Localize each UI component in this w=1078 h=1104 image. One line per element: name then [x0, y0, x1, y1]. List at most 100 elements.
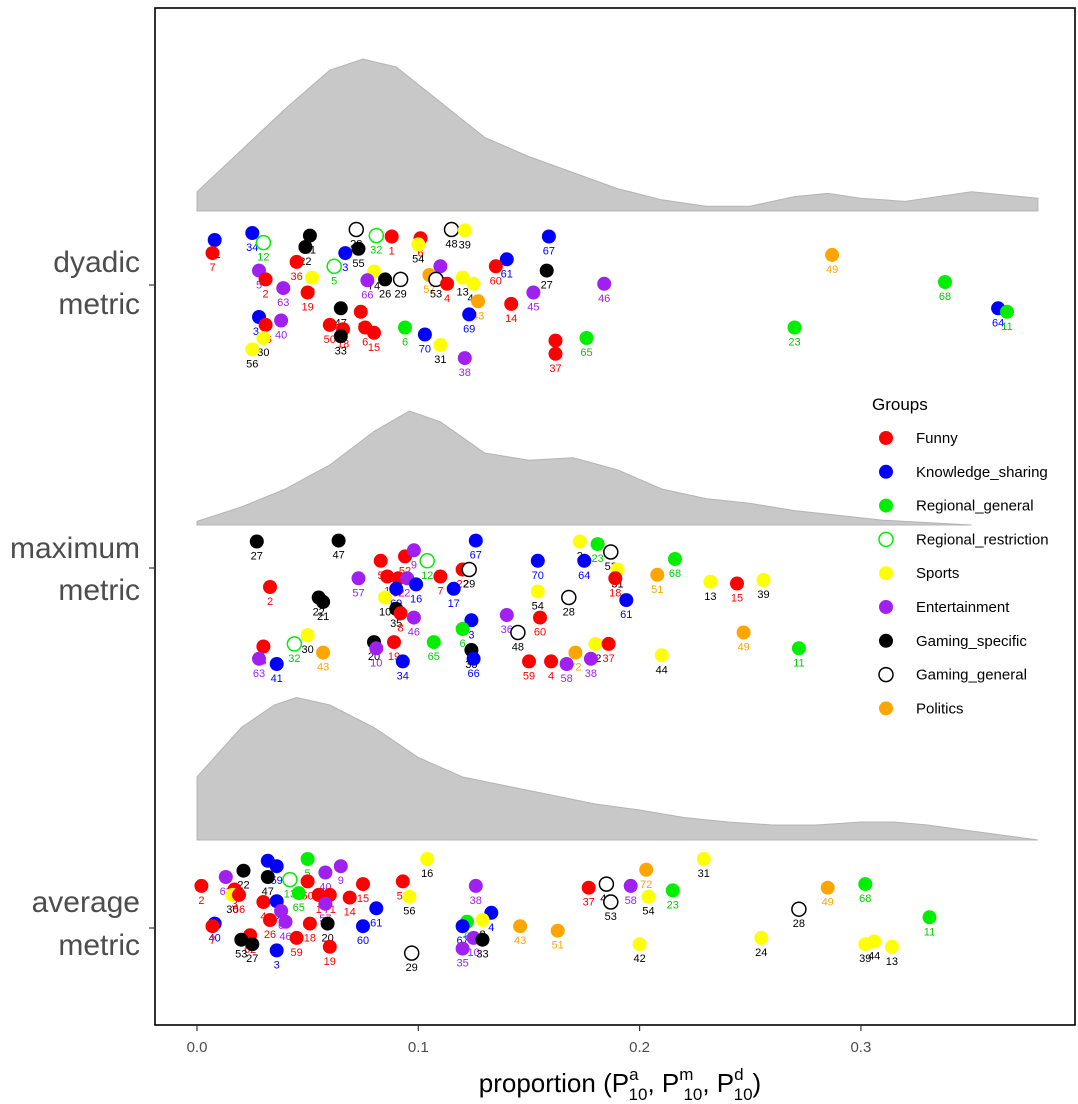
- data-point: [530, 553, 545, 568]
- point-label: 16: [410, 593, 422, 605]
- point-label: 3: [274, 959, 280, 971]
- point-label: 14: [505, 313, 517, 325]
- data-point: [550, 923, 565, 938]
- data-point: [255, 234, 272, 251]
- point-label: 38: [459, 367, 471, 379]
- point-label: 2: [263, 288, 269, 300]
- legend-label: Sports: [916, 565, 959, 582]
- data-point: [278, 914, 293, 929]
- point-label: 11: [924, 926, 935, 938]
- data-point: [471, 294, 486, 309]
- data-point: [462, 307, 477, 322]
- data-point: [654, 648, 669, 663]
- data-point: [380, 569, 395, 584]
- data-point: [256, 331, 271, 345]
- point-label: 68: [669, 568, 681, 580]
- legend-key: [879, 633, 893, 648]
- point-label: 57: [352, 587, 364, 599]
- data-point: [289, 930, 304, 945]
- density-cloud: [196, 696, 1038, 841]
- data-point: [351, 241, 366, 256]
- data-point: [353, 304, 368, 319]
- point-label: 7: [209, 262, 215, 274]
- point-label: 4: [548, 670, 554, 682]
- density-cloud: [196, 58, 1039, 212]
- data-point: [342, 890, 357, 905]
- point-label: 51: [651, 584, 663, 596]
- point-label: 47: [262, 886, 274, 898]
- data-point: [938, 275, 952, 289]
- y-tick-label: metric: [58, 574, 140, 607]
- data-point: [756, 573, 771, 587]
- point-label: 46: [408, 627, 420, 639]
- data-point: [387, 635, 401, 650]
- point-label: 55: [352, 258, 364, 270]
- x-tick-label: 0.3: [850, 1039, 871, 1056]
- data-point: [322, 939, 337, 954]
- data-point: [884, 939, 899, 954]
- data-point: [598, 876, 615, 892]
- data-point: [504, 296, 519, 311]
- data-point: [668, 552, 682, 566]
- data-point: [351, 571, 366, 586]
- data-point: [791, 641, 806, 656]
- point-label: 54: [532, 600, 544, 612]
- point-label: 22: [313, 607, 325, 619]
- data-point: [333, 301, 348, 316]
- data-point: [252, 651, 266, 666]
- point-label: 34: [246, 242, 258, 254]
- point-label: 70: [419, 344, 431, 356]
- data-point: [488, 259, 503, 274]
- point-label: 10: [467, 947, 479, 959]
- data-point: [420, 852, 435, 866]
- point-label: 6: [417, 247, 423, 259]
- data-point: [205, 246, 220, 261]
- data-point: [526, 285, 541, 300]
- data-point: [318, 865, 333, 880]
- data-point: [499, 252, 514, 267]
- point-label: 54: [642, 906, 654, 918]
- legend-label: Gaming_specific: [916, 633, 1027, 650]
- data-point: [548, 333, 563, 348]
- data-point: [608, 571, 623, 586]
- data-point: [234, 932, 249, 947]
- data-point: [245, 342, 260, 357]
- point-label: 26: [264, 929, 276, 941]
- point-label: 12: [257, 252, 269, 264]
- point-label: 57: [423, 284, 435, 296]
- data-point: [274, 313, 289, 328]
- point-label: 2: [267, 596, 273, 608]
- point-label: 63: [277, 297, 289, 309]
- point-label: 5: [331, 275, 337, 287]
- data-point: [433, 259, 448, 274]
- point-label: 18: [304, 933, 316, 945]
- data-point: [305, 270, 320, 285]
- data-point: [513, 919, 528, 934]
- data-point: [522, 654, 536, 669]
- data-point: [533, 610, 547, 625]
- data-point: [417, 327, 432, 342]
- data-point: [561, 589, 577, 606]
- x-tick-label: 0.1: [408, 1039, 429, 1056]
- point-label: 56: [403, 906, 415, 918]
- point-label: 21: [317, 611, 329, 623]
- point-label: 35: [390, 618, 402, 630]
- data-point: [455, 622, 470, 636]
- point-label: 11: [793, 657, 804, 669]
- point-label: 56: [246, 358, 258, 370]
- data-point: [568, 645, 583, 660]
- point-label: 3: [232, 899, 238, 911]
- x-label-part: 10: [683, 1085, 702, 1104]
- point-label: 1: [389, 246, 395, 258]
- point-label: 33: [335, 345, 347, 357]
- legend-key: [878, 666, 894, 683]
- point-label: 7: [437, 586, 443, 598]
- data-point: [395, 874, 410, 889]
- x-label-part: m: [679, 1065, 693, 1084]
- data-point: [260, 870, 275, 884]
- data-point: [1000, 304, 1014, 319]
- data-point: [384, 229, 399, 244]
- data-point: [548, 346, 563, 361]
- legend-key: [878, 531, 894, 548]
- point-label: 48: [445, 239, 457, 251]
